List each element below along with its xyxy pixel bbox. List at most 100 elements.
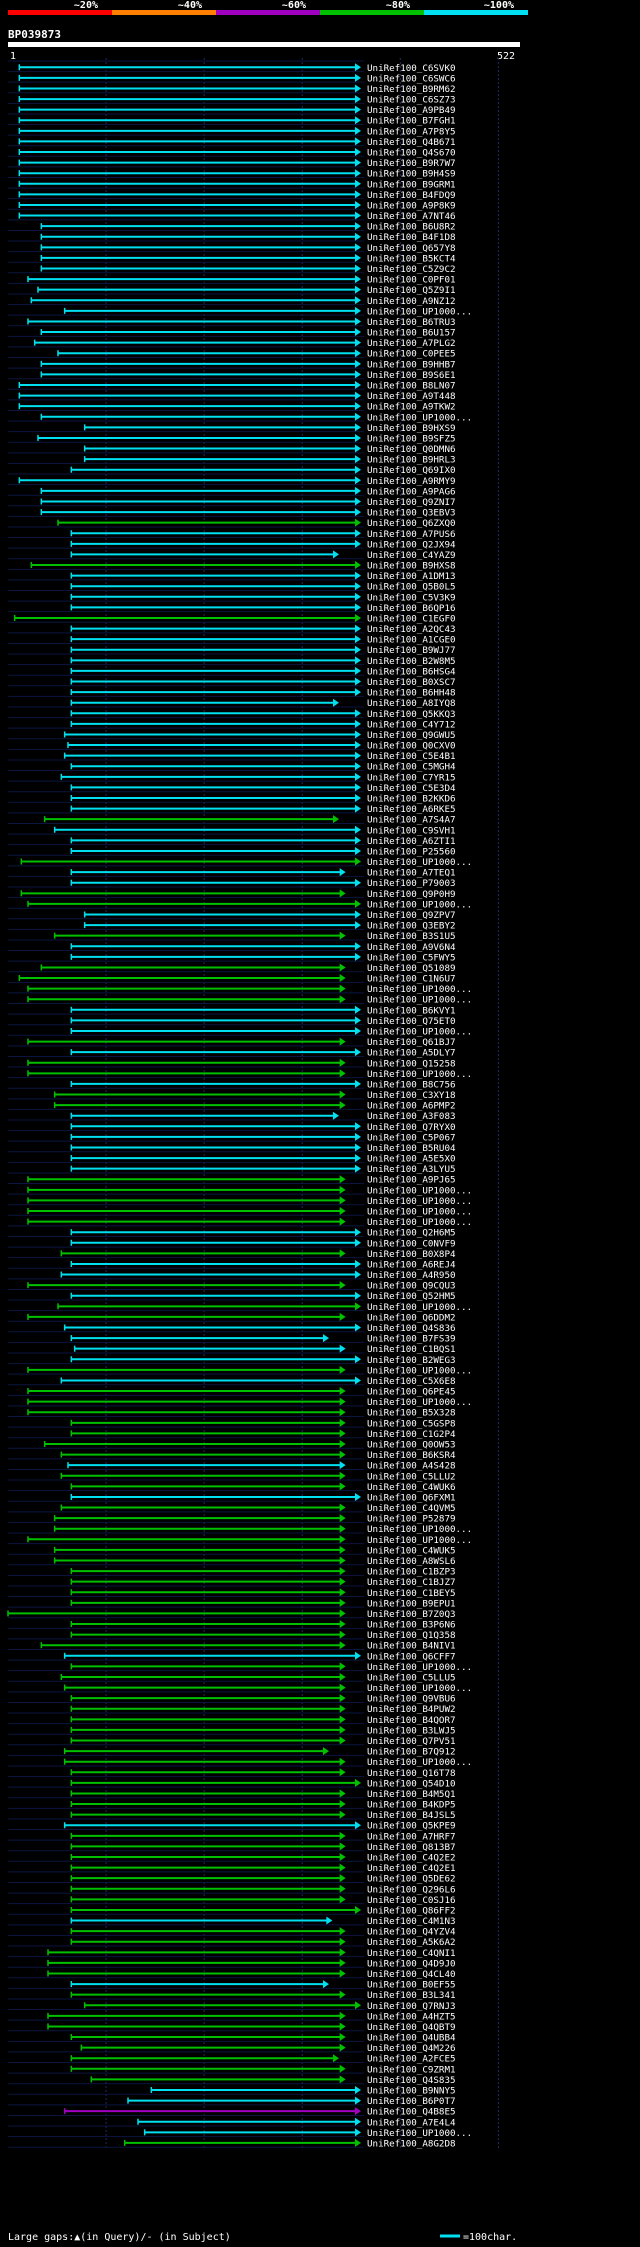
hit-row[interactable]: UniRef100_B9SFZ5	[37, 433, 456, 444]
hit-label[interactable]: UniRef100_B9H4S9	[367, 169, 456, 180]
hit-label[interactable]: UniRef100_UP1000...	[367, 2128, 472, 2139]
hit-label[interactable]: UniRef100_UP1000...	[367, 1535, 472, 1546]
hit-row[interactable]: UniRef100_C5LLU5	[60, 1672, 456, 1683]
hit-label[interactable]: UniRef100_A7E4L4	[367, 2117, 456, 2128]
hit-row[interactable]: UniRef100_B2W8M5	[70, 656, 456, 667]
hit-label[interactable]: UniRef100_UP1000...	[367, 1757, 472, 1768]
hit-row[interactable]: UniRef100_A9T448	[18, 391, 456, 402]
hit-row[interactable]: UniRef100_A6ZTI1	[70, 836, 456, 847]
hit-label[interactable]: UniRef100_A9TKW2	[367, 402, 456, 413]
hit-label[interactable]: UniRef100_C5P067	[367, 1132, 456, 1143]
hit-label[interactable]: UniRef100_C4Q2E2	[367, 1853, 456, 1864]
hit-label[interactable]: UniRef100_B3LWJ5	[367, 1725, 456, 1736]
hit-row[interactable]: UniRef100_A5K6A2	[70, 1937, 456, 1948]
hit-label[interactable]: UniRef100_Q3EBY2	[367, 921, 456, 932]
hit-row[interactable]: UniRef100_Q9ZNI7	[40, 497, 456, 508]
hit-row[interactable]: UniRef100_C5P067	[70, 1132, 456, 1143]
hit-row[interactable]: UniRef100_Q4S670	[18, 148, 456, 159]
hit-label[interactable]: UniRef100_C5LLU5	[367, 1672, 456, 1683]
hit-label[interactable]: UniRef100_Q9VBU6	[367, 1694, 456, 1705]
hit-label[interactable]: UniRef100_C5E3D4	[367, 783, 456, 794]
hit-label[interactable]: UniRef100_C6SWC6	[367, 73, 456, 84]
hit-row[interactable]: UniRef100_Q9ZPV7	[83, 910, 456, 921]
hit-row[interactable]: UniRef100_A2FCE5	[70, 2054, 456, 2065]
hit-row[interactable]: UniRef100_Q5KKQ3	[70, 709, 456, 720]
hit-label[interactable]: UniRef100_A9NZ12	[367, 296, 456, 307]
hit-row[interactable]: UniRef100_UP1000...	[143, 2128, 472, 2139]
hit-label[interactable]: UniRef100_Q61BJ7	[367, 1037, 456, 1048]
hit-row[interactable]: UniRef100_A6RKE5	[70, 804, 456, 815]
hit-label[interactable]: UniRef100_Q0DMN6	[367, 444, 456, 455]
hit-row[interactable]: UniRef100_A8IYQ8	[70, 698, 456, 709]
hit-row[interactable]: UniRef100_UP1000...	[70, 1026, 472, 1037]
hit-row[interactable]: UniRef100_UP1000...	[27, 1207, 472, 1218]
hit-label[interactable]: UniRef100_A3F083	[367, 1111, 456, 1122]
hit-label[interactable]: UniRef100_B9EPU1	[367, 1598, 456, 1609]
hit-label[interactable]: UniRef100_C4Q2E1	[367, 1863, 456, 1874]
hit-row[interactable]: UniRef100_Q7RNJ3	[83, 2001, 456, 2012]
hit-label[interactable]: UniRef100_Q6CFF7	[367, 1651, 456, 1662]
hit-label[interactable]: UniRef100_A7PLG2	[367, 338, 456, 349]
hit-row[interactable]: UniRef100_B6KVY1	[70, 1005, 456, 1016]
hit-label[interactable]: UniRef100_UP1000...	[367, 1302, 472, 1313]
hit-label[interactable]: UniRef100_B3S1U5	[367, 931, 456, 942]
hit-row[interactable]: UniRef100_UP1000...	[27, 899, 472, 910]
hit-label[interactable]: UniRef100_C7YR15	[367, 772, 456, 783]
hit-row[interactable]: UniRef100_B0X8P4	[60, 1249, 456, 1260]
hit-label[interactable]: UniRef100_B9HHB7	[367, 359, 456, 370]
hit-label[interactable]: UniRef100_B7Q912	[367, 1747, 456, 1758]
hit-row[interactable]: UniRef100_C1G2P4	[70, 1429, 456, 1440]
hit-label[interactable]: UniRef100_C9ZRM1	[367, 2064, 456, 2075]
hit-row[interactable]: UniRef100_Q69IX0	[70, 465, 456, 476]
hit-label[interactable]: UniRef100_B5KCT4	[367, 253, 456, 264]
hit-label[interactable]: UniRef100_B9HXS9	[367, 423, 456, 434]
hit-row[interactable]: UniRef100_C5Z9C2	[40, 264, 456, 275]
hit-label[interactable]: UniRef100_C5Z9C2	[367, 264, 456, 275]
hit-row[interactable]: UniRef100_C5FWY5	[70, 952, 456, 963]
hit-label[interactable]: UniRef100_Q9GWU5	[367, 730, 456, 741]
hit-label[interactable]: UniRef100_B5RU04	[367, 1143, 456, 1154]
hit-label[interactable]: UniRef100_A7P8Y5	[367, 126, 456, 137]
hit-row[interactable]: UniRef100_Q296L6	[70, 1884, 456, 1895]
hit-label[interactable]: UniRef100_Q4S835	[367, 2075, 456, 2086]
hit-label[interactable]: UniRef100_A1CGE0	[367, 635, 456, 646]
hit-row[interactable]: UniRef100_Q51089	[40, 963, 456, 974]
hit-label[interactable]: UniRef100_C1BZP3	[367, 1567, 456, 1578]
hit-row[interactable]: UniRef100_B3L341	[70, 1990, 456, 2001]
hit-label[interactable]: UniRef100_A7PUS6	[367, 529, 456, 540]
hit-row[interactable]: UniRef100_B7FS39	[70, 1334, 456, 1345]
hit-label[interactable]: UniRef100_A7TEQ1	[367, 868, 456, 879]
hit-row[interactable]: UniRef100_Q9P0H9	[20, 889, 456, 900]
hit-row[interactable]: UniRef100_B9GRM1	[18, 179, 456, 190]
hit-label[interactable]: UniRef100_UP1000...	[367, 1207, 472, 1218]
hit-row[interactable]: UniRef100_A7PLG2	[33, 338, 456, 349]
hit-label[interactable]: UniRef100_B9R7W7	[367, 158, 456, 169]
hit-row[interactable]: UniRef100_Q4S835	[90, 2075, 456, 2086]
hit-row[interactable]: UniRef100_B6U157	[40, 328, 456, 339]
hit-row[interactable]: UniRef100_Q5DE62	[70, 1874, 456, 1885]
hit-row[interactable]: UniRef100_A9V6N4	[70, 942, 456, 953]
hit-row[interactable]: UniRef100_Q16T78	[70, 1768, 456, 1779]
hit-row[interactable]: UniRef100_C0SJ16	[70, 1895, 456, 1906]
hit-row[interactable]: UniRef100_A9P8K9	[18, 200, 456, 211]
hit-row[interactable]: UniRef100_C9SVH1	[53, 825, 456, 836]
hit-label[interactable]: UniRef100_A5E5X0	[367, 1154, 456, 1165]
hit-label[interactable]: UniRef100_Q4S836	[367, 1323, 456, 1334]
hit-label[interactable]: UniRef100_A6PMP2	[367, 1101, 456, 1112]
hit-label[interactable]: UniRef100_UP1000...	[367, 412, 472, 423]
hit-row[interactable]: UniRef100_Q6FXM1	[70, 1492, 456, 1503]
hit-label[interactable]: UniRef100_B9S6E1	[367, 370, 456, 381]
hit-label[interactable]: UniRef100_UP1000...	[367, 1524, 472, 1535]
hit-row[interactable]: UniRef100_Q2H6M5	[70, 1228, 456, 1239]
hit-label[interactable]: UniRef100_P52879	[367, 1514, 456, 1525]
hit-label[interactable]: UniRef100_B4QOR7	[367, 1715, 456, 1726]
hit-label[interactable]: UniRef100_B6KSR4	[367, 1450, 456, 1461]
hit-row[interactable]: UniRef100_UP1000...	[27, 984, 472, 995]
hit-label[interactable]: UniRef100_Q5B0L5	[367, 582, 456, 593]
hit-label[interactable]: UniRef100_Q9ZPV7	[367, 910, 456, 921]
hit-row[interactable]: UniRef100_A4R950	[60, 1270, 456, 1281]
hit-row[interactable]: UniRef100_UP1000...	[57, 1302, 472, 1313]
hit-row[interactable]: UniRef100_C1N6U7	[18, 974, 456, 985]
hit-label[interactable]: UniRef100_C4WUK5	[367, 1545, 456, 1556]
hit-row[interactable]: UniRef100_C4M1N3	[70, 1916, 456, 1927]
